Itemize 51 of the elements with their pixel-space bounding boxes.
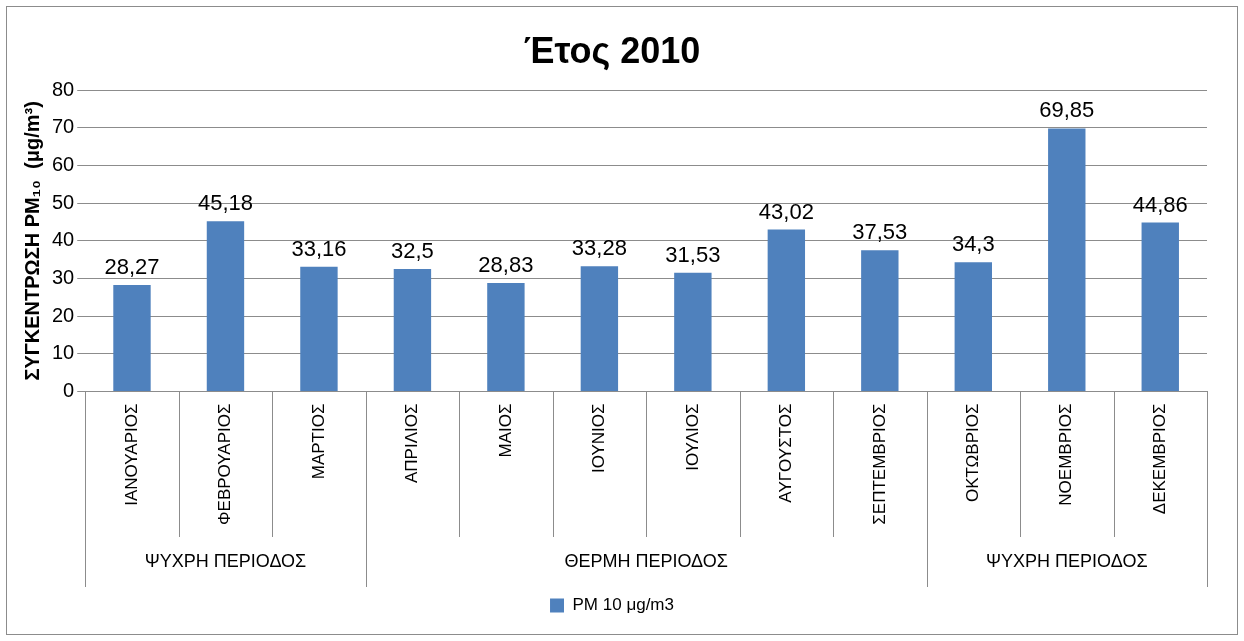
y-tick-label: 60 <box>52 153 75 176</box>
y-tick-label: 50 <box>52 190 75 213</box>
data-label: 45,18 <box>197 190 253 216</box>
data-label: 44,86 <box>1132 191 1188 217</box>
data-label: 28,83 <box>478 252 534 277</box>
bar <box>674 272 712 392</box>
x-tick-label: ΟΚΤΩΒΡΙΟΣ <box>962 403 982 503</box>
chart-title: Έτος 2010 <box>523 29 701 71</box>
x-tick-label: ΜΑΡΤΙΟΣ <box>308 403 328 480</box>
data-label: 32,5 <box>391 238 434 264</box>
x-tick-label: ΙΑΝΟΥΑΡΙΟΣ <box>121 403 141 506</box>
y-tick-label: 40 <box>52 228 75 251</box>
y-tick-label: 70 <box>52 115 75 138</box>
bar <box>861 250 899 392</box>
bar <box>1141 222 1179 392</box>
legend-label: PM 10 μg/m3 <box>572 595 674 615</box>
x-tick-label: ΜΑΙΟΣ <box>495 403 515 458</box>
x-tick-label: ΦΕΒΡΟΥΑΡΙΟΣ <box>215 403 235 525</box>
y-tick-label: 80 <box>52 77 75 100</box>
data-label: 28,27 <box>104 254 160 280</box>
text: ΘΕΡΜΗ ΠΕΡΙΟΔΟΣ <box>564 550 728 571</box>
text: ΨΥΧΡΗ ΠΕΡΙΟΔΟΣ <box>986 550 1148 571</box>
data-label: 33,28 <box>571 235 627 261</box>
bar <box>954 262 992 392</box>
bar <box>393 269 432 392</box>
bar <box>113 285 151 392</box>
y-tick-label: 20 <box>52 303 75 326</box>
bar <box>1048 128 1086 392</box>
x-tick-label: ΙΟΥΛΙΟΣ <box>682 403 702 471</box>
data-label: 31,53 <box>665 241 721 267</box>
bar <box>300 266 338 392</box>
data-label: 43,02 <box>758 198 814 224</box>
x-tick-label: ΝΟΕΜΒΡΙΟΣ <box>1056 403 1076 506</box>
x-tick-label: ΙΟΥΝΙΟΣ <box>589 403 609 474</box>
data-label: 69,85 <box>1039 97 1095 123</box>
bar <box>580 266 619 392</box>
data-label: 37,53 <box>852 219 908 245</box>
x-tick-label: ΑΥΓΟΥΣΤΟΣ <box>776 403 796 503</box>
bar <box>487 282 525 392</box>
text: ΨΥΧΡΗ ΠΕΡΙΟΔΟΣ <box>144 550 307 571</box>
y-tick-label: 30 <box>52 266 75 289</box>
y-tick-label: 0 <box>63 379 75 402</box>
data-label: 34,3 <box>951 231 995 257</box>
y-axis-title: ΣΥΓΚΕΝΤΡΩΣΗ PM₁₀ (μg/m³) <box>20 101 43 381</box>
x-tick-label: ΔΕΚΕΜΒΡΙΟΣ <box>1149 403 1169 515</box>
x-tick-label: ΣΕΠΤΕΜΒΡΙΟΣ <box>869 403 889 525</box>
x-tick-label: ΑΠΡΙΛΙΟΣ <box>402 403 422 484</box>
bar <box>767 229 806 392</box>
bar <box>206 221 245 392</box>
data-label: 33,16 <box>291 235 347 261</box>
y-tick-label: 10 <box>52 341 75 364</box>
